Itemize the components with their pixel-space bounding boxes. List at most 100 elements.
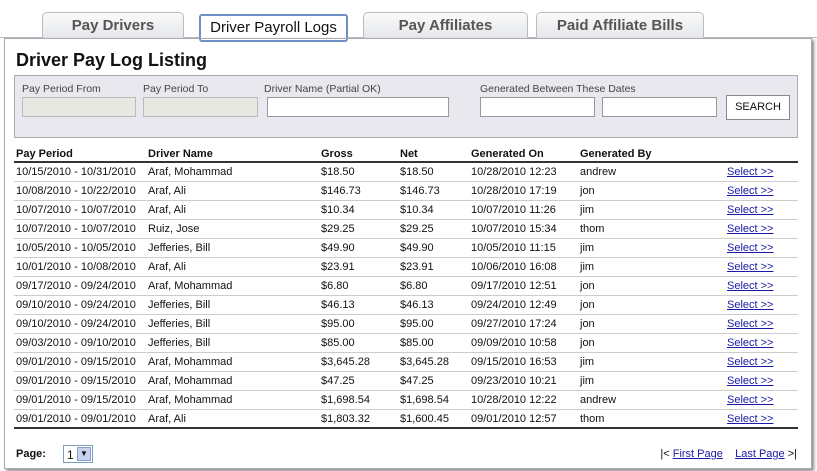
table-cell: $1,698.54 bbox=[321, 394, 370, 406]
pager-label: Page: bbox=[16, 448, 46, 460]
table-cell: 09/01/2010 - 09/15/2010 bbox=[16, 356, 136, 368]
pager-text: >| bbox=[787, 448, 797, 460]
table-cell: $47.25 bbox=[321, 375, 355, 387]
table-row: 09/17/2010 - 09/24/2010 Araf, Mohammad $6.… bbox=[14, 277, 798, 296]
select-link[interactable]: Select >> bbox=[727, 185, 774, 197]
table-cell: Araf, Mohammad bbox=[148, 375, 233, 387]
table-cell: 09/24/2010 12:49 bbox=[471, 299, 557, 311]
table-cell: 10/07/2010 15:34 bbox=[471, 223, 557, 235]
table-cell: $47.25 bbox=[400, 375, 434, 387]
table-cell: Araf, Ali bbox=[148, 185, 186, 197]
column-header: Generated By bbox=[580, 148, 652, 160]
tab[interactable]: Pay Drivers bbox=[42, 12, 184, 39]
table-cell: 10/01/2010 - 10/08/2010 bbox=[16, 261, 136, 273]
select-link[interactable]: Select >> bbox=[727, 242, 774, 254]
table-cell: $29.25 bbox=[321, 223, 355, 235]
table-cell: $10.34 bbox=[400, 204, 434, 216]
tab-active[interactable]: Driver Payroll Logs bbox=[199, 14, 348, 42]
select-link[interactable]: Select >> bbox=[727, 394, 774, 406]
input[interactable] bbox=[602, 97, 717, 117]
tab[interactable]: Pay Affiliates bbox=[363, 12, 528, 39]
table-cell: Araf, Mohammad bbox=[148, 280, 233, 292]
tab[interactable]: Paid Affiliate Bills bbox=[536, 12, 704, 39]
table-cell: Jefferies, Bill bbox=[148, 318, 211, 330]
table-cell: Jefferies, Bill bbox=[148, 337, 211, 349]
table-cell: Araf, Mohammad bbox=[148, 356, 233, 368]
page-select[interactable]: 1 ▼ bbox=[63, 445, 93, 463]
input[interactable] bbox=[267, 97, 449, 117]
table-row: 10/08/2010 - 10/22/2010 Araf, Ali $146.73 $… bbox=[14, 182, 798, 201]
table-row: 09/10/2010 - 09/24/2010 Jefferies, Bill $4… bbox=[14, 296, 798, 315]
column-header: Generated On bbox=[471, 148, 544, 160]
select-link[interactable]: Select >> bbox=[727, 299, 774, 311]
select-link[interactable]: Select >> bbox=[727, 204, 774, 216]
input[interactable] bbox=[480, 97, 595, 117]
select-link[interactable]: Select >> bbox=[727, 356, 774, 368]
table-cell: 09/27/2010 17:24 bbox=[471, 318, 557, 330]
table-cell: $3,645.28 bbox=[321, 356, 370, 368]
table-cell: Araf, Ali bbox=[148, 204, 186, 216]
last-page-link[interactable]: Last Page bbox=[735, 448, 785, 460]
table-cell: 09/23/2010 10:21 bbox=[471, 375, 557, 387]
select-link[interactable]: Select >> bbox=[727, 261, 774, 273]
heading: Driver Pay Log Listing bbox=[16, 50, 208, 70]
select-link[interactable]: Select >> bbox=[727, 166, 774, 178]
table-cell: jim bbox=[580, 356, 595, 368]
table-cell: 10/15/2010 - 10/31/2010 bbox=[16, 166, 136, 178]
table-row: 09/01/2010 - 09/15/2010 Araf, Mohammad $1,… bbox=[14, 391, 798, 410]
column-header: Net bbox=[400, 148, 418, 160]
table-cell: 09/17/2010 - 09/24/2010 bbox=[16, 280, 136, 292]
input-disabled bbox=[22, 97, 136, 117]
table-cell: jon bbox=[580, 185, 595, 197]
first-page-link[interactable]: First Page bbox=[672, 448, 723, 460]
table-cell: $10.34 bbox=[321, 204, 355, 216]
select-link[interactable]: Select >> bbox=[727, 280, 774, 292]
table-cell: jon bbox=[580, 299, 595, 311]
table-cell: Araf, Mohammad bbox=[148, 166, 233, 178]
table-cell: jim bbox=[580, 375, 595, 387]
table-cell: $85.00 bbox=[400, 337, 434, 349]
footer-rule bbox=[14, 427, 798, 429]
table-cell: 09/01/2010 - 09/01/2010 bbox=[16, 413, 136, 425]
column-header: Pay Period bbox=[16, 148, 73, 160]
column-header: Driver Name bbox=[148, 148, 213, 160]
table-row: 10/15/2010 - 10/31/2010 Araf, Mohammad $18… bbox=[14, 163, 798, 182]
table-cell: 09/03/2010 - 09/10/2010 bbox=[16, 337, 136, 349]
select-link[interactable]: Select >> bbox=[727, 223, 774, 235]
table-cell: Araf, Mohammad bbox=[148, 394, 233, 406]
table-cell: 09/17/2010 12:51 bbox=[471, 280, 557, 292]
filter-label: Generated Between These Dates bbox=[480, 83, 636, 95]
table-cell: thom bbox=[580, 223, 605, 235]
search-button[interactable]: SEARCH bbox=[726, 95, 790, 120]
table-cell: thom bbox=[580, 413, 605, 425]
table-row: 09/01/2010 - 09/15/2010 Araf, Mohammad $47… bbox=[14, 372, 798, 391]
table-cell: Ruiz, Jose bbox=[148, 223, 200, 235]
table-cell: $29.25 bbox=[400, 223, 434, 235]
table-cell: 10/28/2010 17:19 bbox=[471, 185, 557, 197]
table-cell: 10/07/2010 - 10/07/2010 bbox=[16, 223, 136, 235]
table-cell: 10/06/2010 16:08 bbox=[471, 261, 557, 273]
select-link[interactable]: Select >> bbox=[727, 375, 774, 387]
table-cell: 09/10/2010 - 09/24/2010 bbox=[16, 318, 136, 330]
table-cell: Jefferies, Bill bbox=[148, 299, 211, 311]
table-cell: Araf, Ali bbox=[148, 413, 186, 425]
table-cell: 10/07/2010 - 10/07/2010 bbox=[16, 204, 136, 216]
pager-text: |< bbox=[660, 448, 670, 460]
table-cell: $3,645.28 bbox=[400, 356, 449, 368]
table-cell: 10/05/2010 - 10/05/2010 bbox=[16, 242, 136, 254]
select-link[interactable]: Select >> bbox=[727, 337, 774, 349]
panel bbox=[4, 38, 812, 469]
table-cell: jim bbox=[580, 242, 595, 254]
table-cell: Araf, Ali bbox=[148, 261, 186, 273]
input-disabled bbox=[143, 97, 258, 117]
table-cell: $1,600.45 bbox=[400, 413, 449, 425]
table-cell: $6.80 bbox=[321, 280, 349, 292]
select-link[interactable]: Select >> bbox=[727, 413, 774, 425]
filter-label: Driver Name (Partial OK) bbox=[264, 83, 381, 95]
table-cell: $18.50 bbox=[400, 166, 434, 178]
table-cell: 09/15/2010 16:53 bbox=[471, 356, 557, 368]
table-row: 10/07/2010 - 10/07/2010 Ruiz, Jose $29.25 $… bbox=[14, 220, 798, 239]
select-link[interactable]: Select >> bbox=[727, 318, 774, 330]
table-cell: jon bbox=[580, 337, 595, 349]
filter-label: Pay Period From bbox=[22, 83, 101, 95]
